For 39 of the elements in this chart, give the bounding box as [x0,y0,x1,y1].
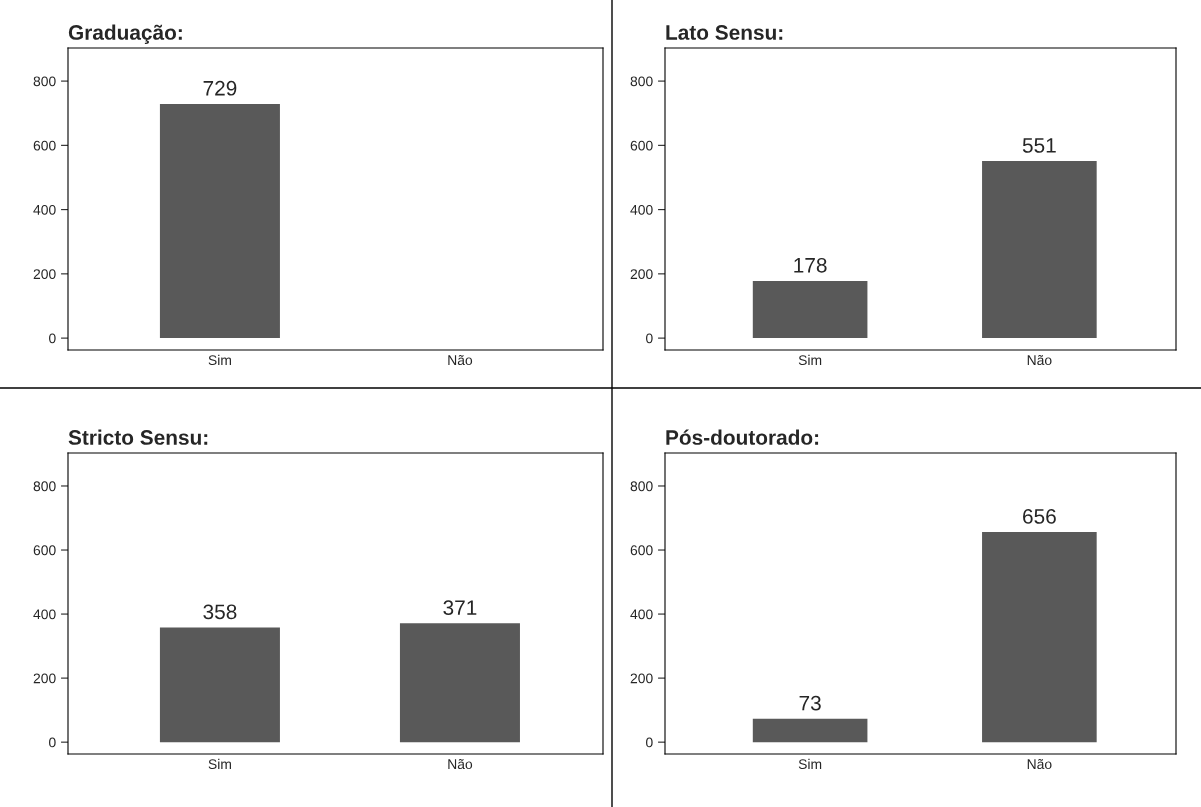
y-tick-label: 600 [33,545,56,556]
y-tick-label: 400 [33,204,56,215]
y-tick-label: 0 [49,333,56,344]
x-tick-label: Sim [208,758,231,770]
chart-title: Pós-doutorado: [666,429,819,445]
y-tick-label: 400 [630,609,653,620]
data-label: 73 [799,695,821,711]
y-tick-label: 200 [33,269,56,280]
x-tick-label: Não [1027,354,1052,366]
y-tick-label: 800 [630,76,653,87]
chart-title: Stricto Sensu: [68,429,208,445]
data-label: 371 [443,600,477,616]
x-tick-label: Não [1027,758,1052,770]
x-tick-label: Sim [798,758,822,770]
y-tick-label: 600 [630,545,653,556]
y-tick-label: 200 [33,673,56,684]
data-label: 656 [1023,509,1056,524]
y-tick-label: 600 [630,140,653,151]
data-label: 178 [794,257,827,273]
x-tick-label: Sim [208,354,231,366]
y-tick-label: 800 [33,481,56,492]
chart-title: Graduação: [68,24,182,44]
x-tick-label: Não [448,354,473,366]
data-label: 358 [203,604,237,620]
y-tick-label: 0 [646,737,653,748]
chart-title: Lato Sensu: [666,25,783,40]
y-tick-label: 800 [33,76,56,87]
x-tick-label: Não [448,758,473,770]
y-tick-label: 400 [33,609,56,620]
y-tick-label: 600 [33,140,56,151]
y-tick-label: 0 [646,333,653,344]
data-label: 551 [1022,138,1056,153]
y-tick-label: 200 [630,673,653,684]
y-tick-label: 200 [630,269,653,280]
x-tick-label: Sim [798,354,822,366]
y-tick-label: 400 [630,204,653,215]
y-tick-label: 0 [49,737,56,748]
data-label: 729 [203,80,237,96]
y-tick-label: 800 [630,481,653,492]
